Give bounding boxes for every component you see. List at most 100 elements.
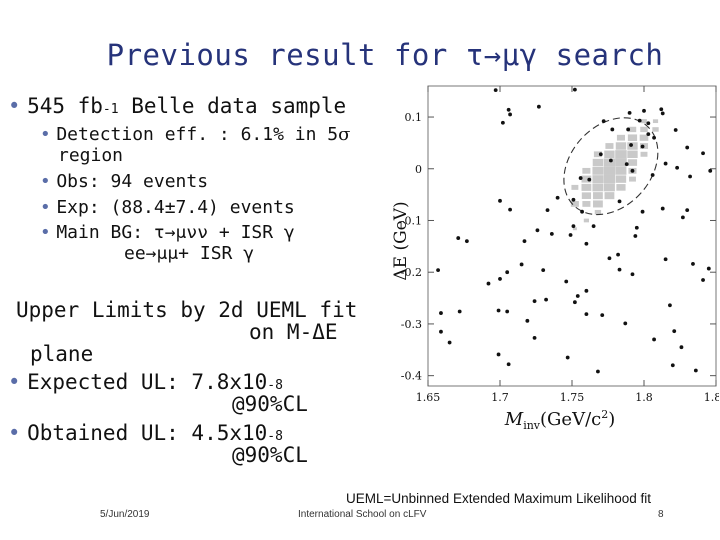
signal-pdf-box bbox=[629, 176, 636, 182]
luminosity-value: 545 fb bbox=[27, 94, 103, 118]
bullet-dot: • bbox=[40, 171, 57, 192]
data-point bbox=[679, 345, 684, 350]
background-text: Main BG: τ→μνν + ISR γ bbox=[56, 222, 295, 243]
expected-ul-cl: @90%CL bbox=[232, 392, 308, 416]
signal-pdf-box bbox=[582, 201, 591, 207]
data-point bbox=[584, 312, 589, 317]
bullet-dot: • bbox=[40, 124, 57, 145]
data-point bbox=[691, 262, 695, 266]
ul-heading-line2: on M-ΔE bbox=[249, 320, 338, 344]
observed-text: Obs: 94 events bbox=[56, 171, 209, 192]
data-point bbox=[493, 88, 498, 93]
data-point bbox=[652, 337, 656, 342]
y-tick-label: 0.1 bbox=[405, 111, 423, 124]
expected-ul-exponent: -8 bbox=[267, 378, 283, 393]
data-point bbox=[610, 127, 615, 132]
data-point bbox=[571, 197, 576, 202]
slide-title: Previous result for τ→μγ search bbox=[106, 38, 664, 72]
data-point bbox=[673, 128, 678, 132]
sigma-symbol: σ bbox=[338, 124, 351, 145]
data-point bbox=[584, 241, 589, 246]
bullet-dot: • bbox=[40, 197, 57, 218]
ul-heading-line1: Upper Limits by 2d UEML fit bbox=[16, 298, 358, 322]
data-point bbox=[652, 135, 656, 140]
signal-pdf-box bbox=[603, 166, 616, 175]
footnote-ueml: UEML=Unbinned Extended Maximum Likelihoo… bbox=[346, 491, 652, 506]
footer-date: 5/Jun/2019 bbox=[100, 509, 150, 520]
data-point bbox=[659, 107, 664, 112]
data-point bbox=[640, 144, 645, 149]
signal-pdf-box bbox=[604, 192, 615, 200]
data-point bbox=[675, 165, 680, 170]
tick-marks bbox=[427, 86, 717, 386]
data-point bbox=[607, 256, 612, 261]
bullet-dot: • bbox=[8, 94, 28, 118]
data-point bbox=[701, 278, 705, 282]
data-point bbox=[508, 112, 512, 117]
signal-pdf-box bbox=[593, 151, 602, 158]
signal-pdf-box bbox=[571, 184, 579, 190]
y-tick-label: 0 bbox=[415, 163, 422, 176]
bullet-luminosity: • 545 fb-1 Belle data sample bbox=[8, 94, 346, 118]
x-axis-label-unit-end: ) bbox=[608, 409, 615, 430]
signal-pdf-box bbox=[616, 184, 626, 191]
sub-bullet-efficiency: • Detection eff. : 6.1% in 5σ bbox=[40, 124, 350, 145]
x-tick-label: 1.8 bbox=[635, 391, 653, 404]
luminosity-exponent: -1 bbox=[102, 102, 119, 117]
data-point bbox=[685, 208, 690, 213]
data-point bbox=[617, 267, 622, 272]
signal-pdf-box bbox=[581, 175, 592, 183]
x-axis-label-unit: (GeV/c bbox=[540, 409, 601, 430]
data-point bbox=[608, 158, 613, 163]
signal-pdf-box bbox=[628, 126, 637, 133]
footer-school: International School on cLFV bbox=[298, 509, 427, 520]
signal-pdf-box bbox=[592, 158, 604, 167]
x-axis-label: Minv(GeV/c2) bbox=[504, 408, 616, 432]
signal-pdf-box bbox=[603, 174, 616, 184]
efficiency-text: Detection eff. : 6.1% in 5 bbox=[56, 124, 339, 145]
data-point bbox=[600, 313, 605, 318]
x-tick-label: 1.65 bbox=[416, 391, 441, 404]
data-point bbox=[627, 110, 632, 115]
obtained-ul-text: Obtained UL: 4.5x10 bbox=[27, 421, 268, 445]
data-point bbox=[447, 340, 452, 345]
data-point bbox=[580, 209, 584, 214]
expected-events-text: Exp: (88.4±7.4) events bbox=[56, 197, 295, 218]
data-point bbox=[663, 161, 668, 166]
signal-pdf-box bbox=[615, 150, 627, 159]
data-point bbox=[535, 228, 540, 233]
signal-pdf-box bbox=[616, 134, 625, 141]
signal-region-ellipse bbox=[563, 117, 659, 216]
signal-pdf-box bbox=[582, 167, 591, 174]
data-point bbox=[578, 176, 583, 180]
sub-bullet-observed: • Obs: 94 events bbox=[40, 171, 208, 192]
data-point bbox=[525, 318, 530, 323]
data-point bbox=[617, 199, 622, 204]
data-point bbox=[536, 104, 541, 109]
signal-pdf-box bbox=[652, 119, 659, 124]
sub-bullet-background: • Main BG: τ→μνν + ISR γ bbox=[40, 222, 295, 243]
expected-ul: • Expected UL: 7.8x10-8 bbox=[8, 370, 283, 394]
signal-pdf-boxes bbox=[570, 119, 659, 231]
signal-pdf-box bbox=[603, 158, 616, 167]
sub-bullet-efficiency-cont: region bbox=[58, 145, 124, 166]
scatter-plot-svg: 1.65 1.7 1.75 1.8 1.85 0.1 0 -0.1 -0.2 -0.3 -0.4 Δ… bbox=[391, 85, 720, 432]
signal-pdf-box bbox=[592, 175, 604, 184]
data-point bbox=[496, 352, 501, 357]
signal-pdf-box bbox=[627, 134, 638, 142]
data-point bbox=[549, 232, 554, 236]
tick-labels: 1.65 1.7 1.75 1.8 1.85 0.1 0 -0.1 -0.2 -0.3 -0.4 bbox=[401, 111, 720, 404]
data-point bbox=[601, 119, 606, 124]
signal-pdf-box bbox=[615, 158, 627, 167]
data-point bbox=[506, 107, 511, 112]
sub-bullet-expected: • Exp: (88.4±7.4) events bbox=[40, 197, 295, 218]
ul-heading-line3: plane bbox=[30, 342, 94, 366]
signal-pdf-box bbox=[615, 166, 627, 175]
obtained-ul-cl: @90%CL bbox=[232, 443, 308, 467]
data-point bbox=[701, 151, 705, 156]
data-point bbox=[571, 224, 576, 229]
data-point bbox=[464, 239, 469, 244]
data-point bbox=[532, 335, 537, 340]
signal-pdf-box bbox=[593, 200, 603, 208]
data-point bbox=[663, 257, 668, 262]
